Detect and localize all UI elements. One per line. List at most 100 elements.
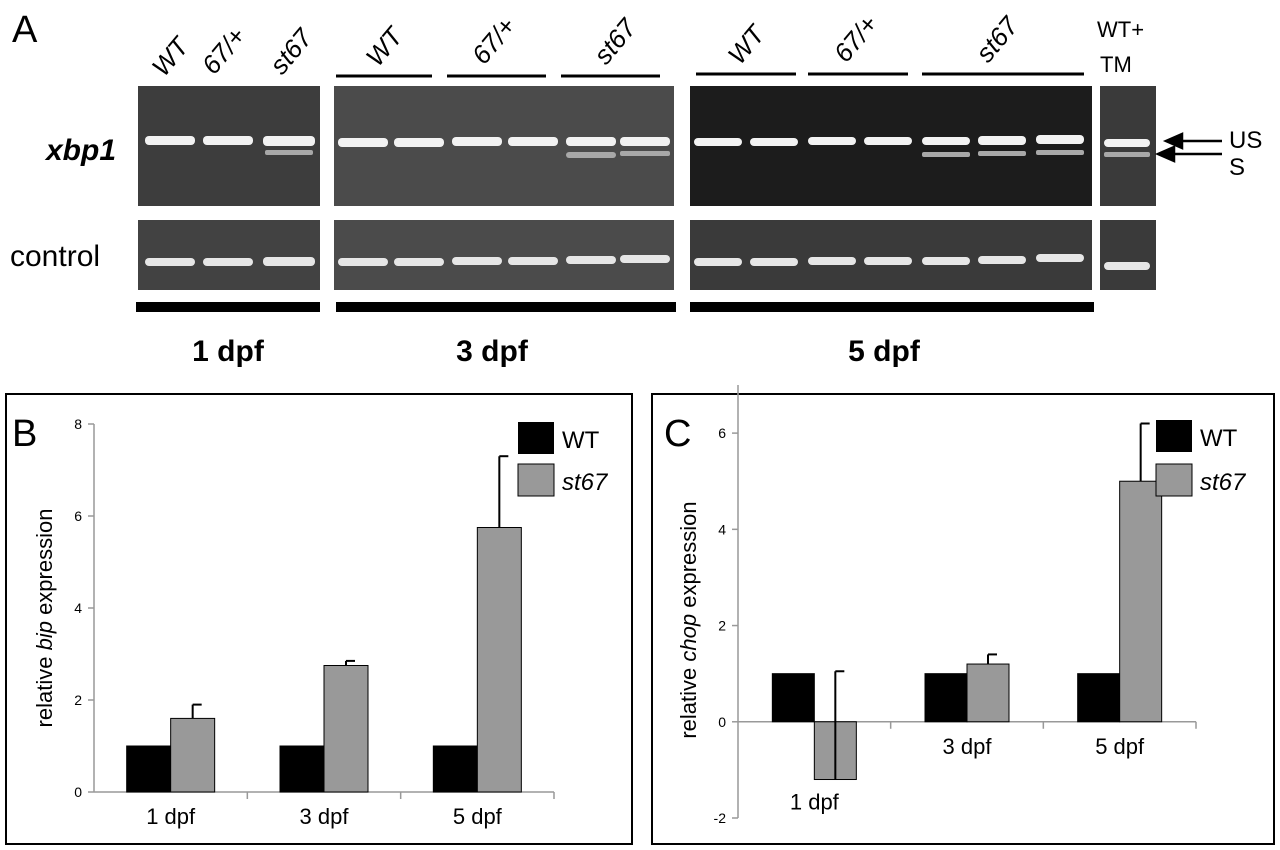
lane-label-tm-1: WT+ bbox=[1097, 17, 1144, 42]
stage-label-5dpf: 5 dpf bbox=[848, 335, 921, 368]
bar-st67 bbox=[1119, 480, 1163, 723]
gel-bands-unspliced bbox=[145, 135, 1150, 147]
gel-xbp1-5dpf bbox=[690, 86, 1092, 206]
row-label-xbp1: xbp1 bbox=[44, 134, 116, 167]
bar-wt bbox=[279, 745, 325, 793]
gel-bands-control bbox=[145, 254, 1150, 270]
band-control bbox=[508, 257, 558, 265]
band-us bbox=[394, 138, 444, 147]
panel-a-label: A bbox=[12, 9, 38, 51]
x-tick-label: 1 dpf bbox=[790, 790, 840, 815]
panel-a: A WT 67/+ st67 WT 67/+ st67 WT 67/+ st67… bbox=[10, 9, 1262, 368]
band-us bbox=[1036, 135, 1084, 144]
band-us bbox=[922, 137, 970, 145]
legend-swatch-wt bbox=[518, 422, 554, 454]
panel-b: B relative bip expression 0 2 4 6 8 1 dpf 3 dp… bbox=[5, 393, 633, 845]
gel-control-5dpf bbox=[690, 220, 1092, 290]
panel-b-label: B bbox=[12, 413, 37, 455]
band-s bbox=[1036, 150, 1084, 155]
legend-label-st67: st67 bbox=[1200, 469, 1247, 496]
lane-label-tm-2: TM bbox=[1100, 52, 1132, 77]
legend-swatch-wt bbox=[1156, 420, 1192, 452]
x-tick-label: 3 dpf bbox=[943, 734, 993, 759]
panel-c-frame bbox=[651, 393, 1275, 845]
chart-c: -2 0 2 4 6 1 dpf 3 dpf 5 dpf bbox=[714, 385, 1197, 826]
lane-labels: WT 67/+ st67 WT 67/+ st67 WT 67/+ st67 bbox=[146, 9, 1026, 82]
chart-b: 0 2 4 6 8 1 dpf 3 dpf 5 dpf bbox=[74, 416, 555, 829]
band-s bbox=[566, 152, 616, 158]
stage-bars bbox=[136, 302, 1094, 312]
lane-label-1-het: 67/+ bbox=[196, 21, 252, 80]
band-us bbox=[452, 137, 502, 146]
band-control bbox=[620, 255, 670, 263]
y-tick-label: -2 bbox=[714, 810, 727, 826]
lane-label-3-mut: st67 bbox=[588, 12, 644, 70]
band-s bbox=[265, 150, 313, 155]
band-s bbox=[922, 152, 970, 157]
stage-bar-5dpf bbox=[690, 302, 1094, 312]
band-arrows bbox=[1154, 132, 1222, 163]
band-control bbox=[750, 258, 798, 266]
stage-bar-3dpf bbox=[336, 302, 676, 312]
bar-st67 bbox=[966, 663, 1010, 723]
lane-group-lines bbox=[336, 72, 1084, 78]
bar-wt bbox=[924, 673, 968, 723]
bar-st67 bbox=[476, 527, 522, 793]
lane-label-1-mut: st67 bbox=[264, 22, 320, 80]
band-label-s: S bbox=[1229, 154, 1245, 181]
legend-label-st67: st67 bbox=[562, 469, 609, 496]
band-s bbox=[1104, 152, 1150, 157]
band-control bbox=[394, 258, 444, 266]
band-control bbox=[1036, 254, 1084, 262]
y-tick-label: 0 bbox=[718, 714, 726, 730]
band-us bbox=[1104, 139, 1150, 147]
stage-label-3dpf: 3 dpf bbox=[456, 335, 529, 368]
x-tick-label: 3 dpf bbox=[300, 804, 350, 829]
band-control bbox=[1104, 262, 1150, 270]
band-control bbox=[263, 257, 315, 266]
y-tick-label: 6 bbox=[74, 508, 82, 524]
panel-b-ylabel: relative bip expression bbox=[32, 509, 57, 728]
band-control bbox=[694, 258, 742, 266]
bar-wt bbox=[432, 745, 478, 793]
lane-label-1-wt: WT bbox=[146, 30, 196, 82]
gel-xbp1-3dpf bbox=[334, 86, 674, 206]
band-control bbox=[338, 258, 388, 266]
band-us bbox=[203, 136, 253, 145]
arrow-us-head-icon bbox=[1162, 132, 1184, 150]
panel-c-ylabel: relative chop expression bbox=[676, 501, 701, 738]
y-tick-label: 0 bbox=[74, 784, 82, 800]
bar-st67 bbox=[170, 717, 216, 793]
band-us bbox=[620, 137, 670, 146]
y-tick-label: 2 bbox=[74, 692, 82, 708]
x-tick-label: 5 dpf bbox=[1095, 734, 1145, 759]
row-label-control: control bbox=[10, 240, 100, 273]
panel-b-frame bbox=[5, 393, 633, 845]
legend-swatch-st67 bbox=[1155, 463, 1193, 497]
band-label-us: US bbox=[1229, 127, 1262, 154]
band-us bbox=[864, 137, 912, 145]
band-control bbox=[808, 257, 856, 265]
gel-bands-spliced bbox=[265, 150, 1150, 158]
band-us bbox=[145, 136, 195, 145]
band-control bbox=[864, 257, 912, 265]
lane-label-5-mut: st67 bbox=[970, 10, 1026, 68]
lane-label-3-het: 67/+ bbox=[466, 11, 522, 70]
y-tick-label: 8 bbox=[74, 416, 82, 432]
y-tick-label: 2 bbox=[718, 618, 726, 634]
band-control bbox=[203, 258, 253, 266]
lane-label-3-wt: WT bbox=[360, 20, 410, 72]
gel-control-tm bbox=[1100, 220, 1156, 290]
legend-label-wt: WT bbox=[1200, 425, 1238, 452]
bar-wt bbox=[126, 745, 172, 793]
band-us bbox=[508, 137, 558, 146]
band-us bbox=[694, 138, 742, 146]
panel-c-label: C bbox=[664, 413, 691, 455]
legend-label-wt: WT bbox=[562, 427, 600, 454]
y-tick-label: 4 bbox=[74, 600, 82, 616]
band-us bbox=[263, 136, 315, 146]
y-tick-label: 6 bbox=[718, 425, 726, 441]
lane-label-5-wt: WT bbox=[722, 18, 772, 70]
bar-wt bbox=[1077, 673, 1121, 723]
